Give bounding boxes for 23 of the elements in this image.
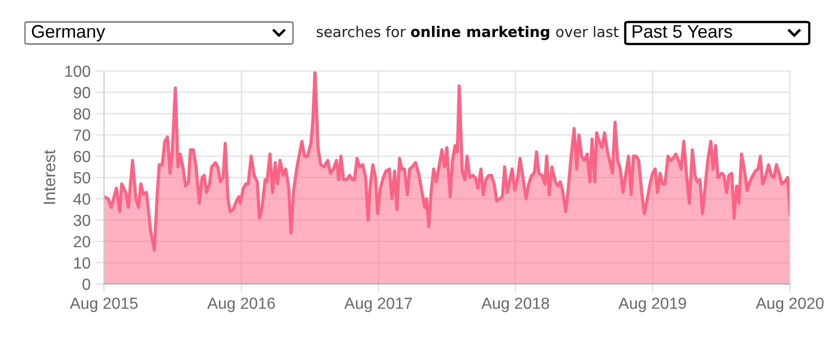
y-tick-label: 70 xyxy=(74,130,90,141)
text: searches for xyxy=(316,26,406,38)
y-tick-label: 0 xyxy=(82,278,90,290)
y-tick-label: 50 xyxy=(74,172,90,184)
text: over last xyxy=(556,26,618,38)
y-tick-label: 90 xyxy=(74,86,90,98)
x-tick-label: Aug 2019 xyxy=(618,298,686,312)
x-tick-label: Aug 2017 xyxy=(344,298,412,312)
y-tick-label: 20 xyxy=(74,236,90,248)
y-tick-label: 60 xyxy=(74,150,90,162)
x-tick-label: Aug 2015 xyxy=(70,298,138,312)
y-tick-label: 100 xyxy=(65,66,90,77)
text: Germany xyxy=(32,25,106,42)
x-tick-label: Aug 2020 xyxy=(756,298,824,312)
y-tick-label: 40 xyxy=(73,193,90,205)
x-tick-label: Aug 2016 xyxy=(207,298,275,312)
text: Past 5 Years xyxy=(632,25,732,38)
y-tick-label: 10 xyxy=(74,257,90,269)
text: online marketing xyxy=(411,26,550,40)
y-tick-label: 30 xyxy=(74,214,90,226)
y-tick-label: 80 xyxy=(74,108,90,120)
x-tick-label: Aug 2018 xyxy=(481,298,550,312)
y-axis-title: Interest xyxy=(44,150,56,204)
